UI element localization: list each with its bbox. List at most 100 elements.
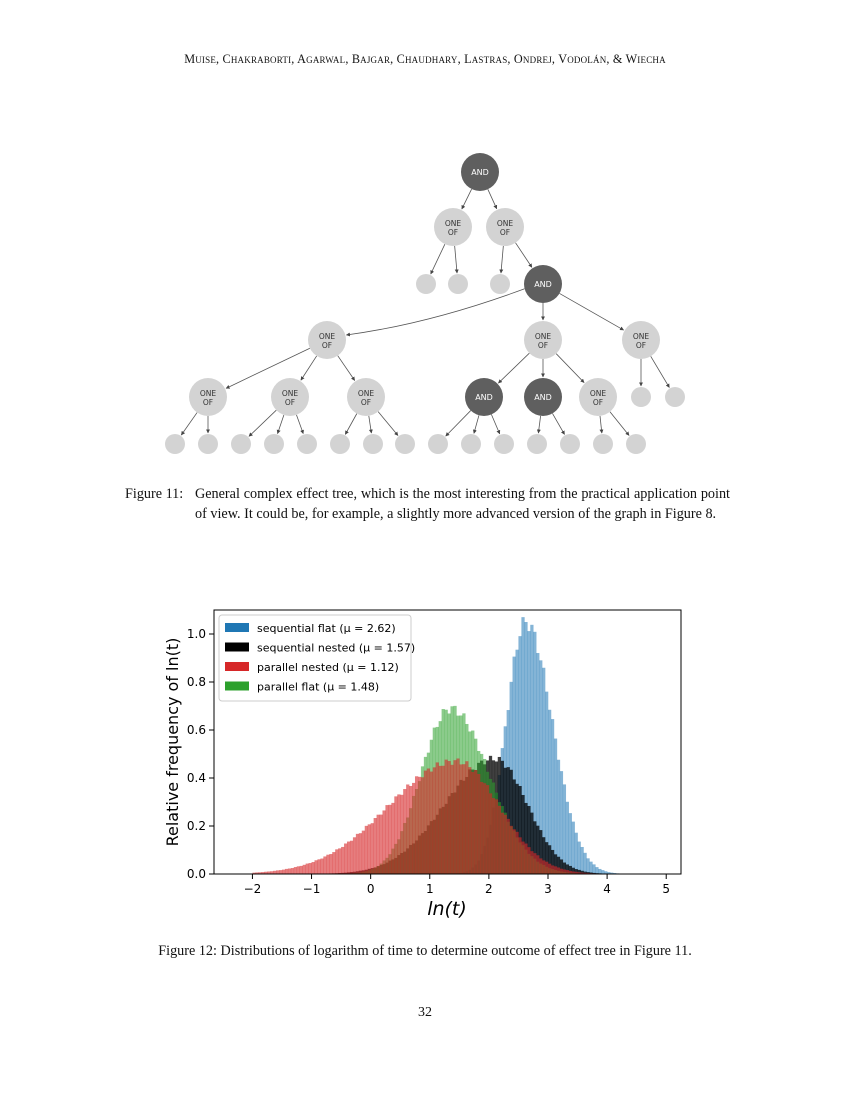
histogram-bar [349,840,354,874]
histogram-bar [539,830,543,874]
legend-entry: sequential flat (μ = 2.62) [225,622,396,635]
histogram-bar [329,854,333,874]
histogram-bar [456,758,460,874]
leaf-node [198,434,218,454]
histogram-bar [426,768,431,874]
histogram-bar [305,863,309,874]
leaf-node [494,434,514,454]
node-circle [363,434,383,454]
tree-edges [180,188,670,437]
histogram-bar [512,779,516,874]
histogram-bar [267,871,271,874]
histogram-bar [509,825,513,874]
one-of-label-line2: OF [285,398,295,407]
leaf-node [626,434,646,454]
tree-edge [300,355,317,381]
y-tick-label: 0.2 [187,819,206,833]
node-circle [527,434,547,454]
leaf-node [665,387,685,407]
histogram-bar [539,858,543,874]
histogram-bar [468,767,472,874]
histogram-bar [547,845,552,874]
plot-frame [213,609,682,875]
node-circle [461,434,481,454]
node-circle [416,274,436,294]
histogram-bar [580,870,584,874]
tree-edge [461,188,472,210]
x-tick-label: 0 [367,882,375,896]
histogram-bar [518,785,522,874]
node-circle [490,274,510,294]
histogram-bar [385,805,389,874]
histogram-bar [423,770,428,874]
y-axis-label: Relative frequency of ln(t) [163,638,182,847]
one-of-label-line1: ONE [319,332,336,341]
node-circle [330,434,350,454]
histogram-bar [414,776,419,874]
tree-edge [552,413,565,435]
legend-swatch [225,642,249,652]
histogram-bar [491,798,496,874]
node-circle [297,434,317,454]
node-circle [593,434,613,454]
histogram-chart: −2 −1 0 1 2 3 4 5 0.0 0.2 0.4 0.6 0.8 1.0 ln(t) Rela… [163,609,682,920]
histogram-bar [583,852,587,874]
histogram-bar [382,810,386,874]
histogram-bar [480,781,484,874]
histogram-bar [477,773,481,874]
histogram-bar [550,865,555,874]
one-of-label-line2: OF [538,341,548,350]
histogram-bar [556,856,561,874]
leaf-node [593,434,613,454]
histogram-bar [406,784,410,874]
histogram-bar [302,864,306,874]
and-node: AND [524,378,562,416]
series-parallel-nested [252,758,599,874]
histogram-bar [258,872,262,874]
histogram-bar [361,830,366,874]
histogram-bar [379,814,383,874]
histogram-bar [562,862,567,874]
y-tick-label: 0.0 [187,867,206,881]
tree-edge [345,288,525,337]
histogram-bar [308,863,312,874]
histogram-bar [518,636,522,874]
histogram-bar [314,860,318,874]
histogram-bar [595,867,599,874]
node-circle [622,321,660,359]
histogram-bar [547,709,552,874]
legend-label: sequential flat (μ = 2.62) [257,622,396,635]
histogram-bar [465,761,469,874]
node-circle [461,153,499,191]
tree-edge [536,415,541,434]
legend-label: sequential nested (μ = 1.57) [257,642,415,655]
histogram-bar [515,783,519,874]
histogram-bar [562,784,567,874]
one-of-label-line2: OF [322,341,332,350]
tree-edge [180,412,198,436]
histogram-bar [412,782,416,874]
histogram-bar [580,846,584,874]
node-circle [434,208,472,246]
histogram-bar [488,793,493,874]
node-circle [231,434,251,454]
histogram-bar [311,862,315,874]
histogram-bar [270,871,274,874]
histogram-bar [264,871,268,874]
leaf-node [448,274,468,294]
histogram-bar [515,649,519,874]
and-node-label: AND [534,280,552,289]
histogram-bar [281,869,286,874]
histogram-bar [518,837,522,874]
legend-box [218,614,412,702]
x-tick-label: 1 [426,882,434,896]
histogram-bar [580,872,584,874]
tree-edge [472,415,480,434]
histogram-bar [397,794,401,874]
legend-swatch [225,623,249,632]
histogram-bar [610,872,614,874]
histogram-bar [556,867,561,874]
